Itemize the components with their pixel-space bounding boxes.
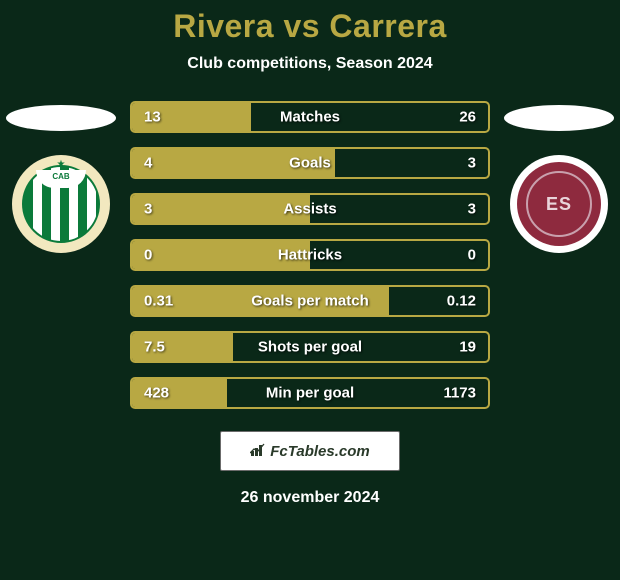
- stat-bar: 428 Min per goal 1173: [130, 377, 490, 409]
- stat-value-right: 0: [468, 247, 476, 264]
- stat-label: Hattricks: [278, 247, 342, 264]
- stat-value-right: 0.12: [447, 293, 476, 310]
- chart-icon: [250, 443, 266, 460]
- stat-value-left: 3: [144, 201, 152, 218]
- stat-value-left: 13: [144, 109, 161, 126]
- stat-label: Matches: [280, 109, 340, 126]
- stat-bar: 13 Matches 26: [130, 101, 490, 133]
- page-subtitle: Club competitions, Season 2024: [187, 55, 432, 73]
- stat-value-right: 1173: [443, 385, 476, 402]
- avatar-placeholder-left: [6, 105, 116, 131]
- stat-label: Shots per goal: [258, 339, 362, 356]
- avatar-placeholder-right: [504, 105, 614, 131]
- stat-value-left: 0: [144, 247, 152, 264]
- stat-value-right: 19: [459, 339, 476, 356]
- comparison-card: Rivera vs Carrera Club competitions, Sea…: [0, 0, 620, 580]
- right-column: ES: [504, 101, 614, 253]
- club-badge-left-label: CAB: [36, 170, 86, 188]
- page-title: Rivera vs Carrera: [173, 8, 447, 45]
- club-badge-left-shield: ★ CAB: [22, 165, 100, 243]
- stat-bar: 7.5 Shots per goal 19: [130, 331, 490, 363]
- stat-value-left: 7.5: [144, 339, 165, 356]
- star-icon: ★: [57, 159, 66, 170]
- stat-bar: 0.31 Goals per match 0.12: [130, 285, 490, 317]
- main-row: ★ CAB 13 Matches 26 4 Goals 3 3 Assists 3 0 Hattri…: [0, 101, 620, 409]
- stat-bar: 3 Assists 3: [130, 193, 490, 225]
- club-badge-left: ★ CAB: [12, 155, 110, 253]
- stat-value-left: 0.31: [144, 293, 173, 310]
- stat-label: Assists: [283, 201, 336, 218]
- club-badge-right: ES: [510, 155, 608, 253]
- stat-value-right: 3: [468, 155, 476, 172]
- stat-label: Goals per match: [251, 293, 369, 310]
- stat-label: Min per goal: [266, 385, 354, 402]
- stat-value-left: 428: [144, 385, 169, 402]
- stat-bar: 4 Goals 3: [130, 147, 490, 179]
- stat-value-right: 3: [468, 201, 476, 218]
- stat-value-right: 26: [459, 109, 476, 126]
- stat-bars: 13 Matches 26 4 Goals 3 3 Assists 3 0 Hattricks 0 0.…: [130, 101, 490, 409]
- club-badge-right-disc: ES: [517, 162, 601, 246]
- date-text: 26 november 2024: [241, 489, 380, 507]
- source-badge: FcTables.com: [220, 431, 400, 471]
- stat-label: Goals: [289, 155, 331, 172]
- stat-bar: 0 Hattricks 0: [130, 239, 490, 271]
- left-column: ★ CAB: [6, 101, 116, 253]
- source-text: FcTables.com: [270, 443, 369, 460]
- stat-value-left: 4: [144, 155, 152, 172]
- club-badge-right-ring: [526, 171, 592, 237]
